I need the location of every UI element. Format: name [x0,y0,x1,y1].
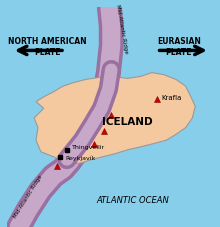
Text: Krafla: Krafla [161,94,182,100]
Text: Thingvellir: Thingvellir [72,145,105,150]
Text: EURASIAN
PLATE: EURASIAN PLATE [157,37,201,57]
Text: Mid-Atlantic Ridge: Mid-Atlantic Ridge [13,173,44,218]
Text: Reykjavík: Reykjavík [65,155,95,160]
Polygon shape [34,73,195,164]
Text: ICELAND: ICELAND [102,116,153,126]
Text: NORTH AMERICAN
PLATE: NORTH AMERICAN PLATE [8,37,87,57]
Text: ATLANTIC OCEAN: ATLANTIC OCEAN [96,196,169,205]
Text: Mid-Atlantic Ridge: Mid-Atlantic Ridge [115,4,129,54]
